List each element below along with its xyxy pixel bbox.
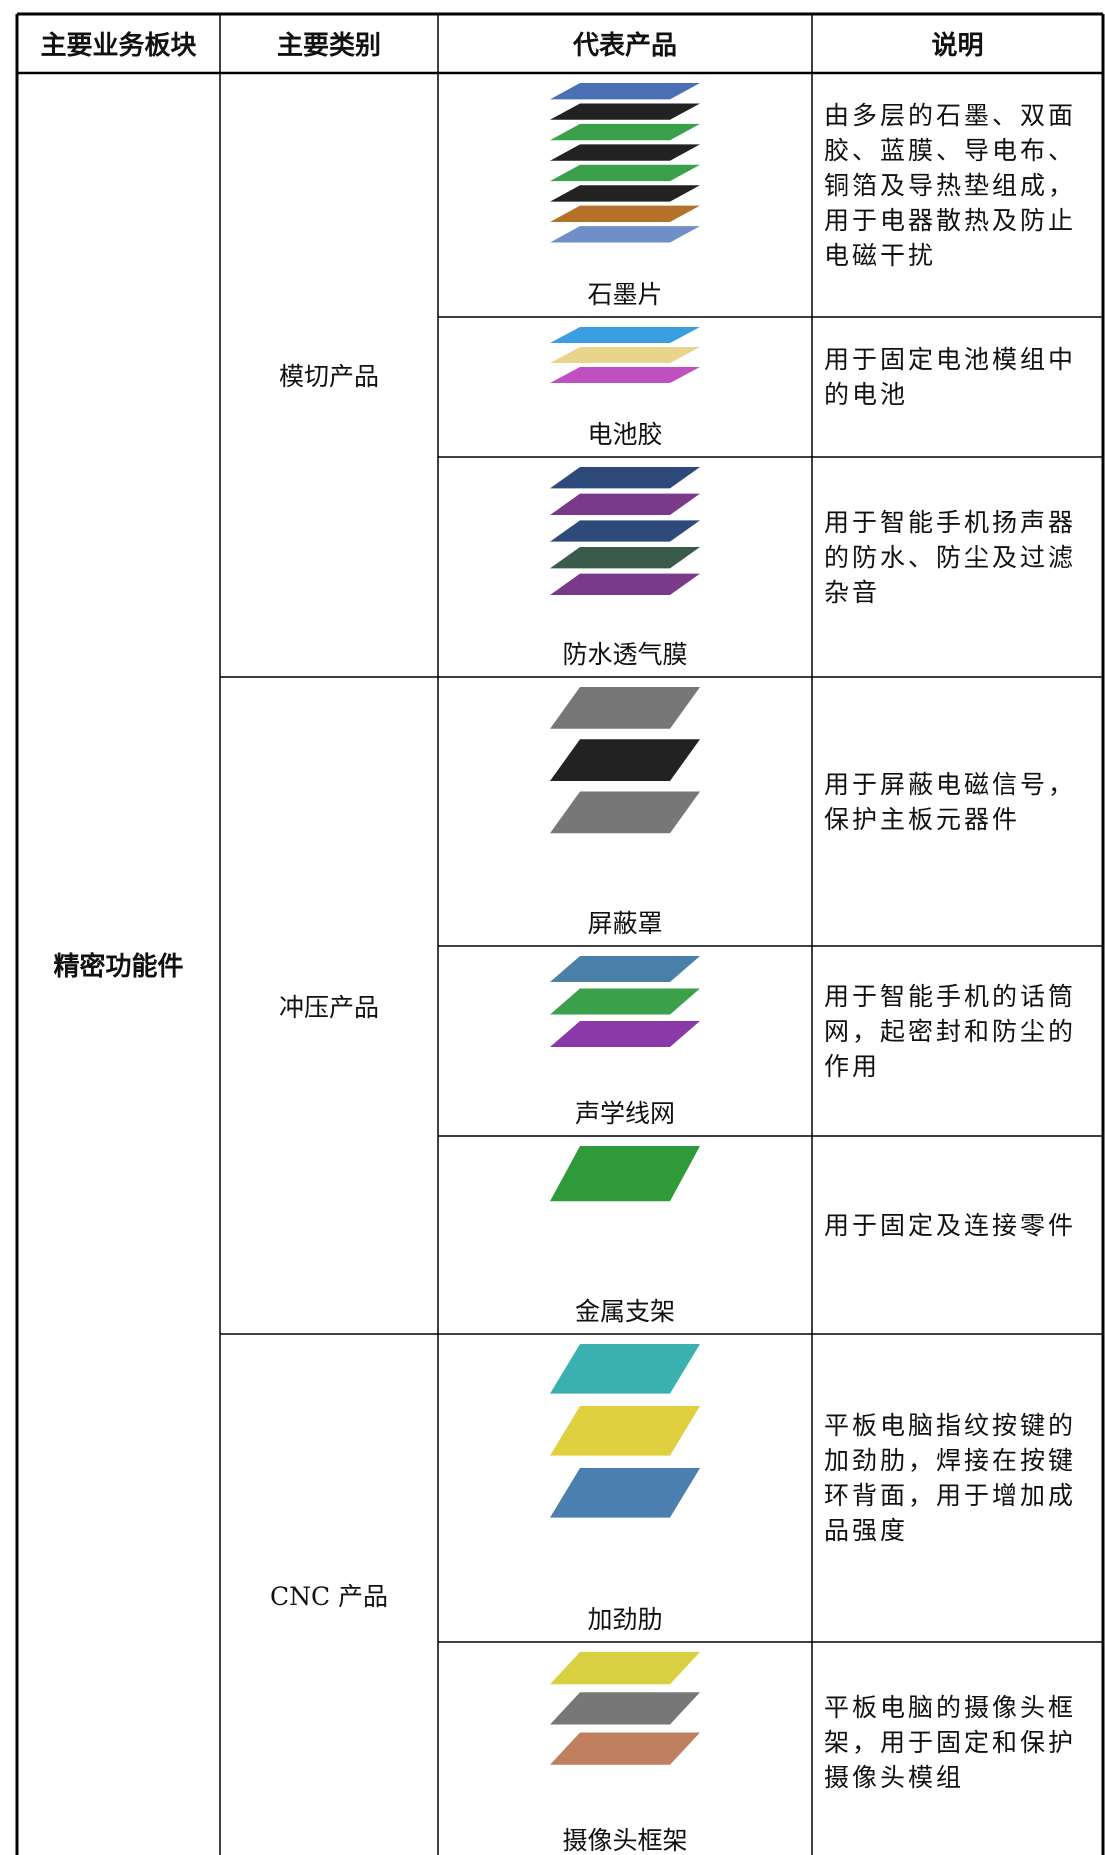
product-image-layer (550, 1021, 700, 1047)
product-name: 石墨片 (587, 280, 663, 309)
product-image-layer (550, 493, 700, 515)
product-image-layer (550, 739, 700, 782)
product-image-layer (550, 956, 700, 982)
product-image-layer (550, 791, 700, 834)
product-name: 屏蔽罩 (587, 909, 663, 938)
product-image-layer (550, 988, 700, 1015)
product-image-layer (550, 547, 700, 569)
product-image-layer (550, 144, 700, 161)
product-image-layer (550, 1732, 700, 1765)
product-image-layer (550, 1344, 700, 1394)
product-image-layer (550, 103, 700, 120)
column-header: 主要业务板块 (40, 31, 197, 61)
product-description: 用于固定电池模组中的电池 (824, 345, 1077, 409)
product-name: 声学线网 (574, 1099, 675, 1128)
category-name: CNC 产品 (269, 1581, 389, 1611)
product-image-layer (550, 687, 700, 729)
product-image-layer (550, 367, 700, 383)
product-description: 由多层的石墨、双面胶、蓝膜、导电布、铜箔及导热垫组成，用于电器散热及防止电磁干扰 (824, 100, 1077, 270)
product-image-layer (550, 1692, 700, 1725)
column-header: 主要类别 (276, 31, 381, 61)
product-image-layer (550, 327, 700, 343)
product-image-layer (550, 1468, 700, 1518)
column-header: 说明 (931, 31, 984, 61)
product-image-layer (550, 164, 700, 182)
column-header: 代表产品 (572, 31, 677, 61)
category-name: 模切产品 (278, 362, 379, 391)
product-name: 电池胶 (587, 420, 663, 449)
product-image-layer (550, 123, 700, 141)
product-description: 用于智能手机扬声器的防水、防尘及过滤杂音 (824, 507, 1077, 607)
product-image-layer (550, 520, 700, 542)
product-image-layer (550, 347, 700, 363)
product-description: 平板电脑的摄像头框架，用于固定和保护摄像头模组 (824, 1693, 1077, 1792)
product-image-layer (550, 1406, 700, 1456)
product-image-layer (550, 226, 700, 243)
product-image-layer (550, 205, 700, 223)
product-description: 平板电脑指纹按键的加劲肋，焊接在按键环背面，用于增加成品强度 (824, 1411, 1077, 1545)
product-image-layer (550, 1652, 700, 1685)
product-image-layer (550, 83, 700, 100)
product-description: 用于固定及连接零件 (824, 1210, 1077, 1240)
segment-name: 精密功能件 (53, 951, 184, 982)
product-image-layer (550, 467, 700, 489)
product-image-layer (550, 1146, 700, 1202)
product-name: 防水透气膜 (562, 640, 688, 669)
product-description: 用于智能手机的话筒网，起密封和防尘的作用 (824, 981, 1077, 1081)
product-image-layer (550, 185, 700, 202)
product-description: 用于屏蔽电磁信号，保护主板元器件 (824, 769, 1077, 834)
category-name: 冲压产品 (278, 992, 379, 1022)
product-name: 金属支架 (574, 1297, 675, 1326)
product-name: 加劲肋 (587, 1605, 663, 1634)
product-name: 摄像头框架 (562, 1826, 688, 1855)
product-image-layer (550, 573, 700, 595)
